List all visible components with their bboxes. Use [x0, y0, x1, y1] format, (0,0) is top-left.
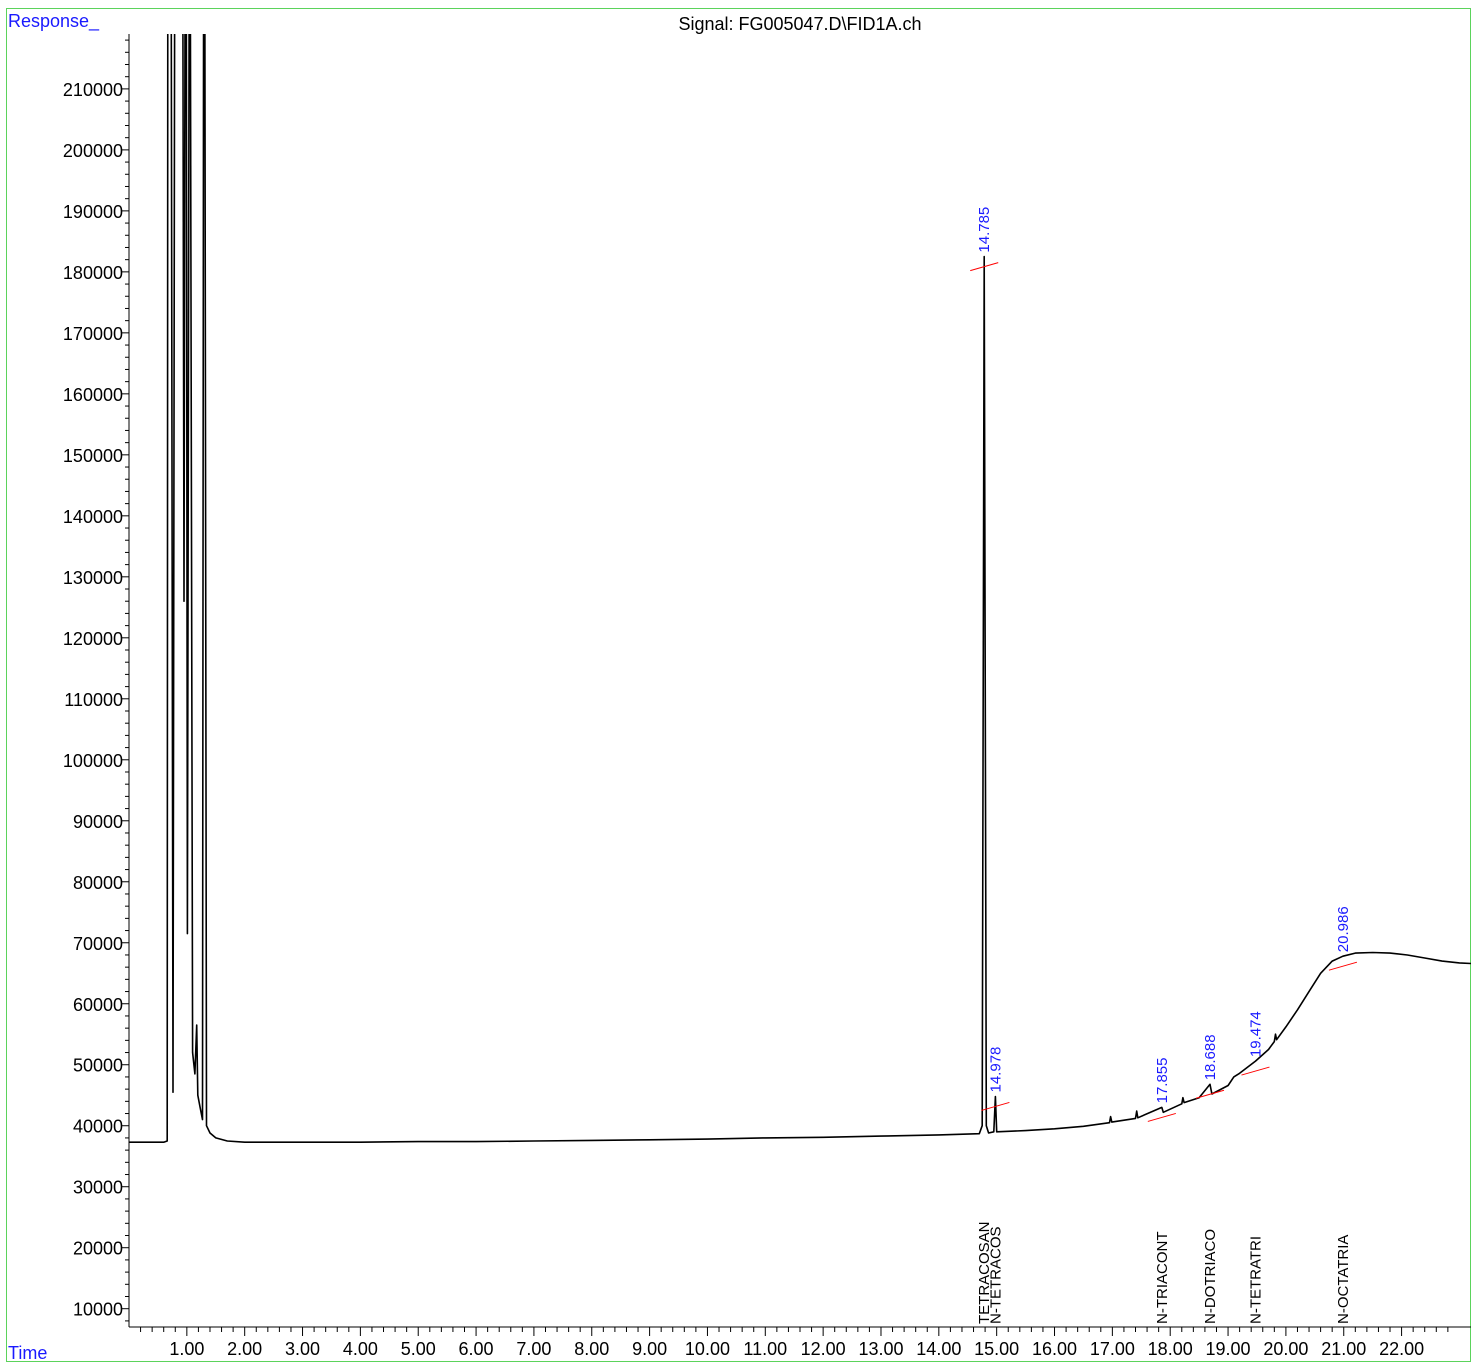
chart-frame	[6, 8, 1471, 1362]
x-tick-label: 10.00	[685, 1339, 730, 1359]
x-tick-label: 13.00	[858, 1339, 903, 1359]
x-tick-label: 7.00	[516, 1339, 551, 1359]
y-tick-label: 10000	[73, 1300, 123, 1320]
peak-time-label: 14.978	[987, 1047, 1004, 1093]
compound-label: N-TRIACONT	[1154, 1232, 1171, 1325]
x-tick-label: 17.00	[1090, 1339, 1135, 1359]
peak-time-label: 20.986	[1335, 906, 1352, 952]
y-tick-label: 190000	[63, 202, 123, 222]
y-tick-label: 80000	[73, 873, 123, 893]
y-tick-label: 200000	[63, 141, 123, 161]
peak-time-label: 17.855	[1154, 1058, 1171, 1104]
y-tick-label: 180000	[63, 263, 123, 283]
x-tick-label: 12.00	[801, 1339, 846, 1359]
trace-line	[129, 34, 1471, 1143]
y-tick-label: 110000	[64, 690, 123, 710]
chart-title: Signal: FG005047.D\FID1A.ch	[678, 14, 922, 34]
compound-label: TETRACOSAN	[976, 1221, 993, 1324]
y-tick-label: 150000	[63, 446, 123, 466]
peak-time-label: 14.785	[976, 207, 993, 253]
x-tick-label: 1.00	[169, 1339, 204, 1359]
y-axis-label: Response_	[8, 11, 100, 31]
baseline-marker	[1195, 1089, 1225, 1099]
axes: 10000 20000 30000 40000 50000 60000 70000 80000…	[63, 34, 1471, 1359]
compound-label: N-TETRATRI	[1248, 1236, 1265, 1324]
y-tick-label: 50000	[73, 1056, 123, 1076]
x-tick-label: 20.00	[1263, 1339, 1308, 1359]
baseline-marker	[1147, 1112, 1176, 1122]
y-tick-label: 60000	[73, 995, 123, 1015]
x-tick-label: 6.00	[459, 1339, 494, 1359]
y-tick-label: 120000	[63, 629, 123, 649]
x-tick-label: 22.00	[1379, 1339, 1424, 1359]
x-tick-label: 16.00	[1032, 1339, 1077, 1359]
y-tick-label: 40000	[73, 1117, 123, 1137]
compound-label: N-OCTATRIA	[1335, 1235, 1352, 1324]
x-tick-label: 5.00	[401, 1339, 436, 1359]
x-axis-label: Time	[8, 1343, 48, 1363]
x-tick-label: 9.00	[632, 1339, 667, 1359]
peak-annotations: 14.785 14.978 17.855 18.688 19.474 20.986 TETR…	[976, 207, 1352, 1324]
x-tick-label: 15.00	[974, 1339, 1019, 1359]
y-tick-label: 20000	[73, 1239, 123, 1259]
y-tick-label: 140000	[63, 507, 123, 527]
y-tick-label: 70000	[73, 934, 123, 954]
baseline-marker	[981, 1101, 1010, 1111]
baseline-marker	[1328, 961, 1358, 971]
compound-label: N-TETRACOS	[987, 1227, 1004, 1325]
x-tick-label: 4.00	[343, 1339, 378, 1359]
y-tick-label: 90000	[73, 812, 123, 832]
baseline-marker	[970, 262, 999, 272]
x-tick-label: 18.00	[1148, 1339, 1193, 1359]
x-tick-label: 14.00	[916, 1339, 961, 1359]
y-tick-label: 210000	[63, 80, 123, 100]
x-tick-label: 8.00	[574, 1339, 609, 1359]
peak-time-label: 18.688	[1202, 1034, 1219, 1080]
x-tick-label: 21.00	[1321, 1339, 1366, 1359]
x-tick-label: 19.00	[1206, 1339, 1251, 1359]
y-tick-label: 130000	[63, 568, 123, 588]
chromatogram-trace	[129, 34, 1471, 1143]
y-tick-label: 100000	[63, 751, 123, 771]
y-tick-label: 30000	[73, 1178, 123, 1198]
y-tick-label: 160000	[63, 385, 123, 405]
baseline-marker	[1241, 1066, 1270, 1076]
peak-time-label: 19.474	[1248, 1011, 1265, 1057]
x-tick-label: 2.00	[227, 1339, 262, 1359]
y-tick-label: 170000	[63, 324, 123, 344]
x-tick-label: 3.00	[285, 1339, 320, 1359]
x-tick-label: 11.00	[743, 1339, 787, 1359]
compound-label: N-DOTRIACO	[1202, 1229, 1219, 1324]
